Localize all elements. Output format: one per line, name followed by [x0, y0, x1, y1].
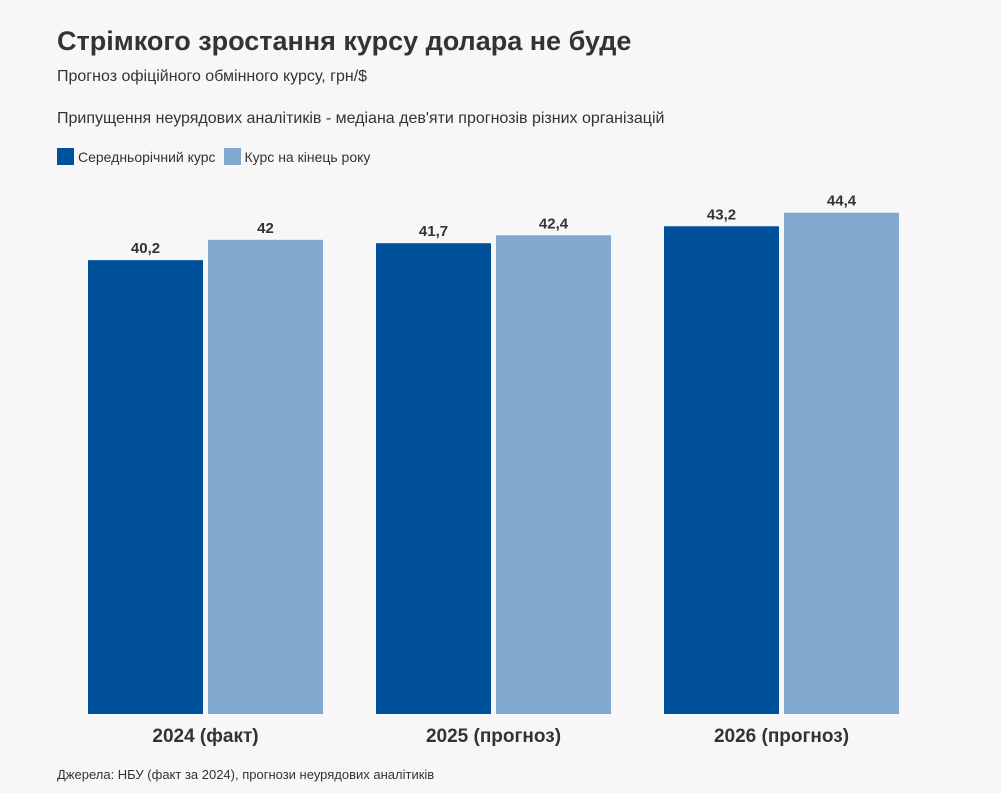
- bar-2-1: [784, 212, 899, 714]
- legend-label-year-end: Курс на кінець року: [244, 148, 371, 165]
- bar-2-0: [664, 226, 779, 714]
- source-note: Джерела: НБУ (факт за 2024), прогнози не…: [57, 767, 435, 782]
- chart-title: Стрімкого зростання курсу долара не буде: [57, 26, 632, 56]
- data-label-1-0: 41,7: [419, 223, 448, 240]
- data-label-2-0: 43,2: [707, 206, 736, 223]
- category-label-2: 2026 (прогноз): [714, 726, 849, 747]
- legend: Середньорічний курс Курс на кінець року: [57, 148, 378, 165]
- category-label-0: 2024 (факт): [152, 726, 258, 747]
- legend-item-average: Середньорічний курс: [57, 148, 216, 165]
- data-label-2-1: 44,4: [827, 193, 857, 210]
- data-label-0-0: 40,2: [131, 240, 160, 257]
- category-label-1: 2025 (прогноз): [426, 726, 561, 747]
- chart-subtitle: Прогноз офіційного обмінного курсу, грн/…: [57, 68, 368, 85]
- data-label-1-1: 42,4: [539, 215, 569, 232]
- bar-1-1: [496, 235, 611, 714]
- bar-1-0: [376, 243, 491, 714]
- legend-label-average: Середньорічний курс: [78, 148, 216, 165]
- data-label-0-1: 42: [257, 220, 274, 237]
- legend-swatch-average: [57, 148, 74, 165]
- legend-swatch-year-end: [223, 148, 241, 165]
- bar-0-0: [88, 260, 203, 714]
- bar-0-1: [208, 239, 323, 714]
- legend-item-year-end: Курс на кінець року: [223, 148, 371, 165]
- chart-note: Припущення неурядових аналітиків - медіа…: [57, 110, 665, 127]
